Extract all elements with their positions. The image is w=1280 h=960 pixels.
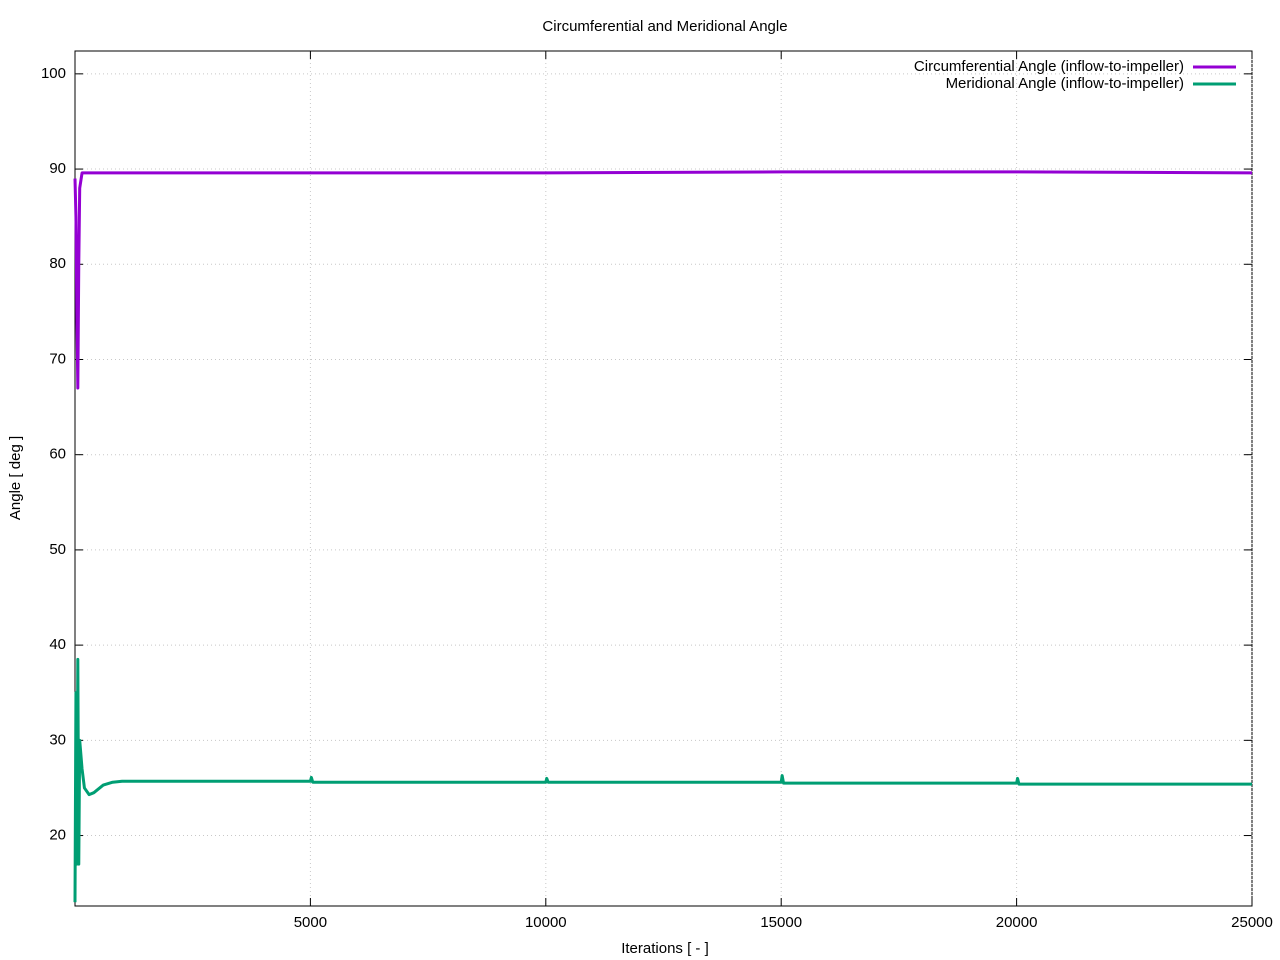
x-tick-label: 20000: [996, 914, 1038, 931]
y-tick-label: 70: [49, 350, 66, 367]
legend-label: Meridional Angle (inflow-to-impeller): [946, 75, 1184, 92]
x-tick-label: 10000: [525, 914, 567, 931]
chart-title: Circumferential and Meridional Angle: [542, 18, 787, 35]
y-tick-label: 50: [49, 541, 66, 558]
legend-label: Circumferential Angle (inflow-to-impelle…: [914, 58, 1184, 75]
y-tick-label: 100: [41, 65, 66, 82]
line-series: [73, 170, 1253, 390]
x-tick-label: 5000: [294, 914, 327, 931]
x-tick-label: 25000: [1231, 914, 1273, 931]
y-tick-label: 90: [49, 160, 66, 177]
plot-frame: [74, 50, 1253, 907]
y-tick-label: 30: [49, 731, 66, 748]
x-axis-label: Iterations [ - ]: [621, 940, 709, 957]
y-tick-label: 20: [49, 827, 66, 844]
x-tick-label: 15000: [760, 914, 802, 931]
y-tick-label: 80: [49, 255, 66, 272]
line-series: [73, 657, 1252, 903]
y-tick-label: 60: [49, 446, 66, 463]
y-tick-label: 40: [49, 636, 66, 653]
y-axis-label: Angle [ deg ]: [7, 436, 24, 520]
